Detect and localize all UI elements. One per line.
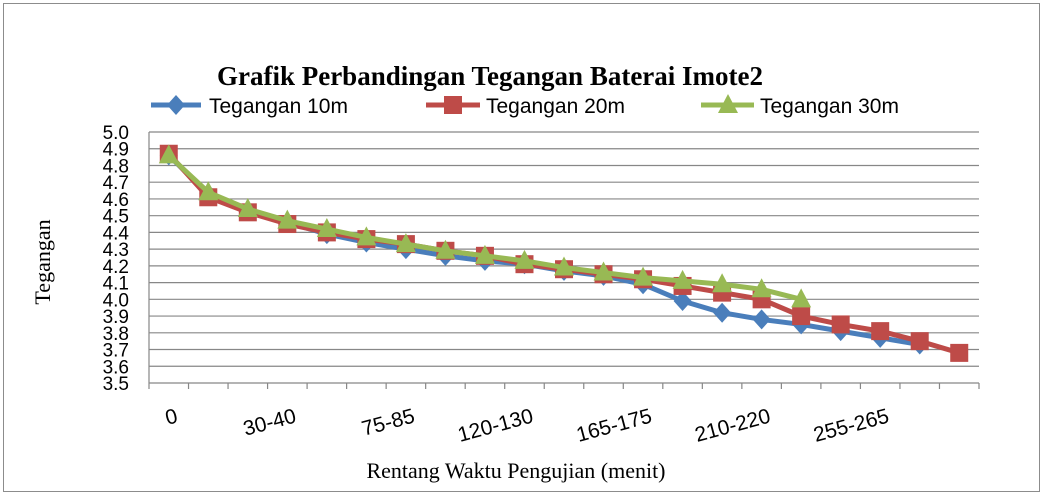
data-point-tegangan-30m	[554, 256, 574, 276]
y-tick-label: 4.6	[103, 190, 129, 211]
x-axis-title: Rentang Waktu Pengujian (menit)	[366, 458, 665, 483]
data-point-tegangan-10m	[673, 291, 692, 312]
x-tick-label: 30-40	[241, 405, 299, 441]
data-point-tegangan-10m	[752, 309, 771, 330]
x-tick-label: 165-175	[574, 405, 654, 447]
y-tick-label: 3.7	[103, 341, 129, 362]
data-point-tegangan-10m	[713, 302, 732, 323]
data-point-tegangan-20m	[910, 332, 929, 351]
series-group	[158, 144, 969, 362]
data-point-tegangan-30m	[633, 266, 654, 286]
y-tick-label: 4.0	[103, 290, 129, 311]
data-point-tegangan-30m	[158, 144, 179, 164]
y-tick-label: 4.5	[103, 207, 129, 228]
data-point-tegangan-30m	[474, 244, 495, 264]
data-point-tegangan-20m	[831, 315, 850, 334]
y-axis-title: Tegangan	[30, 219, 55, 304]
x-tick-label: 210-220	[693, 405, 773, 447]
chart-title: Grafik Perbandingan Tegangan Baterai Imo…	[217, 61, 763, 91]
data-point-tegangan-30m	[672, 269, 693, 289]
legend: Tegangan 10m Tegangan 20m Tegangan 30m	[151, 94, 899, 118]
legend-item-20m: Tegangan 20m	[426, 95, 625, 118]
x-tick-label: 75-85	[359, 405, 417, 441]
y-tick-label: 4.3	[103, 240, 129, 261]
data-point-tegangan-30m	[514, 249, 535, 269]
legend-label-10m: Tegangan 10m	[209, 95, 348, 118]
x-tick-label: 0	[163, 405, 180, 430]
y-tick-label: 3.8	[103, 324, 129, 345]
y-tick-label: 4.7	[103, 173, 129, 194]
chart: Grafik Perbandingan Tegangan Baterai Imo…	[30, 61, 980, 483]
data-point-tegangan-20m	[950, 343, 969, 362]
legend-item-30m: Tegangan 30m	[701, 94, 899, 118]
data-point-tegangan-30m	[395, 233, 416, 253]
series-line-tegangan-30m	[167, 153, 802, 302]
y-tick-label: 4.2	[103, 257, 129, 278]
data-point-tegangan-30m	[791, 288, 812, 308]
data-point-tegangan-30m	[751, 278, 772, 298]
y-tick-label: 3.6	[103, 357, 129, 378]
x-tick-labels: 0 30-40 75-85 120-130 165-175 210-220 255-265	[163, 405, 892, 447]
data-point-tegangan-20m	[792, 307, 811, 326]
data-point-tegangan-30m	[356, 226, 377, 246]
legend-marker-30m	[718, 94, 738, 113]
y-tick-label: 4.4	[103, 223, 130, 244]
data-point-tegangan-30m	[198, 181, 219, 201]
legend-label-20m: Tegangan 20m	[486, 95, 625, 118]
x-tick-label: 120-130	[455, 405, 535, 447]
data-point-tegangan-30m	[277, 209, 298, 229]
data-point-tegangan-30m	[316, 218, 337, 238]
y-tick-label: 5.0	[103, 123, 129, 144]
legend-item-10m: Tegangan 10m	[151, 95, 348, 118]
y-tick-label: 3.9	[103, 307, 129, 328]
y-tick-label: 3.5	[103, 374, 129, 395]
y-tick-labels: 3.53.63.73.83.94.04.14.24.34.44.54.64.74…	[103, 123, 130, 395]
data-point-tegangan-30m	[435, 239, 456, 259]
data-point-tegangan-20m	[871, 322, 890, 341]
y-tick-label: 4.9	[103, 140, 129, 161]
legend-label-30m: Tegangan 30m	[760, 95, 899, 118]
data-point-tegangan-30m	[237, 197, 258, 217]
legend-marker-10m	[167, 95, 185, 115]
data-point-tegangan-30m	[712, 273, 733, 293]
legend-marker-20m	[444, 96, 462, 114]
data-point-tegangan-30m	[593, 261, 614, 281]
y-tick-label: 4.8	[103, 156, 129, 177]
y-tick-label: 4.1	[103, 274, 129, 295]
x-tick-label: 255-265	[811, 405, 891, 447]
grid	[148, 131, 980, 389]
chart-frame: Grafik Perbandingan Tegangan Baterai Imo…	[3, 3, 1040, 492]
